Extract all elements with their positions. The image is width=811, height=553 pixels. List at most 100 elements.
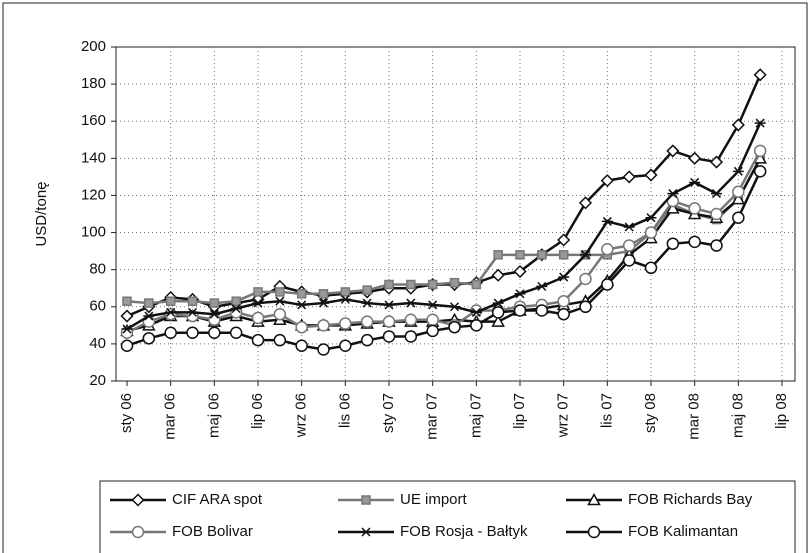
data-point bbox=[709, 155, 724, 169]
data-point bbox=[208, 326, 221, 340]
data-point bbox=[644, 168, 658, 182]
data-point bbox=[644, 261, 658, 275]
data-point bbox=[491, 268, 505, 282]
data-point bbox=[383, 300, 395, 310]
data-point bbox=[491, 314, 505, 327]
x-tick-label: lis 06 bbox=[336, 393, 353, 428]
data-point bbox=[492, 298, 504, 308]
data-point bbox=[513, 304, 527, 317]
data-point bbox=[208, 309, 220, 319]
data-point bbox=[360, 333, 374, 347]
legend-marker bbox=[587, 492, 601, 506]
data-point bbox=[579, 300, 592, 314]
x-tick-label: mar 07 bbox=[424, 393, 441, 440]
data-point bbox=[449, 277, 460, 288]
y-tick-label: 200 bbox=[81, 38, 106, 55]
data-point bbox=[579, 272, 592, 286]
legend-box bbox=[99, 480, 796, 553]
data-point bbox=[165, 307, 177, 317]
data-point bbox=[382, 330, 396, 343]
legend-label: FOB Kalimantan bbox=[628, 523, 738, 540]
data-point bbox=[535, 304, 549, 317]
data-point bbox=[273, 307, 287, 321]
x-tick-label: lip 08 bbox=[773, 393, 790, 429]
data-point bbox=[339, 339, 352, 352]
data-point bbox=[295, 339, 308, 352]
y-tick-label: 20 bbox=[89, 372, 106, 389]
data-point bbox=[515, 250, 525, 260]
legend-label: FOB Richards Bay bbox=[628, 491, 753, 508]
data-point bbox=[753, 165, 767, 178]
data-point bbox=[601, 216, 613, 226]
y-tick-label: 100 bbox=[81, 224, 106, 241]
y-tick-label: 80 bbox=[89, 261, 106, 278]
data-point bbox=[449, 302, 460, 312]
x-tick-label: wrz 07 bbox=[555, 393, 572, 438]
data-point bbox=[187, 296, 198, 306]
data-point bbox=[252, 298, 264, 308]
data-point bbox=[296, 289, 307, 299]
data-point bbox=[513, 264, 527, 279]
data-point bbox=[120, 309, 134, 323]
data-point bbox=[273, 333, 287, 347]
data-point bbox=[340, 287, 351, 297]
data-point bbox=[536, 281, 548, 291]
x-tick-label: mar 06 bbox=[162, 393, 179, 440]
data-point bbox=[601, 278, 614, 291]
data-point bbox=[317, 343, 330, 356]
data-point bbox=[754, 118, 766, 128]
data-point bbox=[689, 177, 701, 187]
data-point bbox=[361, 298, 373, 308]
data-point bbox=[731, 192, 746, 205]
data-point bbox=[753, 144, 767, 158]
data-point bbox=[360, 315, 374, 328]
data-point bbox=[580, 250, 591, 260]
data-point bbox=[362, 285, 372, 295]
data-point bbox=[339, 294, 351, 304]
data-point bbox=[382, 315, 396, 328]
data-point bbox=[622, 239, 636, 252]
data-point bbox=[711, 189, 722, 199]
data-point bbox=[710, 239, 723, 252]
data-point bbox=[405, 298, 417, 308]
data-point bbox=[491, 306, 505, 319]
y-tick-label: 40 bbox=[89, 335, 106, 352]
data-point bbox=[384, 279, 394, 290]
series-line bbox=[126, 74, 762, 318]
y-tick-label: 60 bbox=[89, 298, 106, 315]
data-point bbox=[120, 339, 134, 352]
data-point bbox=[666, 201, 680, 214]
data-point bbox=[731, 118, 745, 132]
data-point bbox=[120, 326, 134, 340]
legend-marker bbox=[587, 525, 601, 539]
data-point bbox=[165, 296, 176, 306]
x-tick-label: sty 06 bbox=[118, 393, 135, 433]
series-line bbox=[126, 122, 762, 331]
data-point bbox=[231, 296, 241, 306]
data-point bbox=[601, 243, 614, 256]
data-point bbox=[404, 330, 418, 343]
x-tick-label: lis 07 bbox=[598, 393, 615, 428]
data-point bbox=[470, 319, 483, 332]
data-point bbox=[295, 320, 308, 334]
x-tick-label: sty 08 bbox=[642, 393, 659, 433]
data-point bbox=[514, 289, 526, 299]
data-point bbox=[732, 185, 745, 198]
data-point bbox=[229, 326, 243, 340]
legend-label: CIF ARA spot bbox=[172, 491, 263, 508]
data-point bbox=[623, 222, 635, 232]
data-point bbox=[448, 320, 461, 334]
data-point bbox=[122, 296, 132, 306]
data-point bbox=[688, 151, 702, 165]
x-tick-label: lip 07 bbox=[511, 393, 528, 429]
data-point bbox=[404, 313, 418, 327]
data-point bbox=[251, 333, 265, 347]
legend-marker bbox=[131, 525, 145, 539]
data-point bbox=[318, 298, 329, 308]
data-point bbox=[318, 289, 329, 299]
data-point bbox=[666, 144, 680, 158]
data-point bbox=[578, 196, 593, 210]
data-point bbox=[187, 307, 198, 317]
data-point bbox=[230, 304, 242, 314]
